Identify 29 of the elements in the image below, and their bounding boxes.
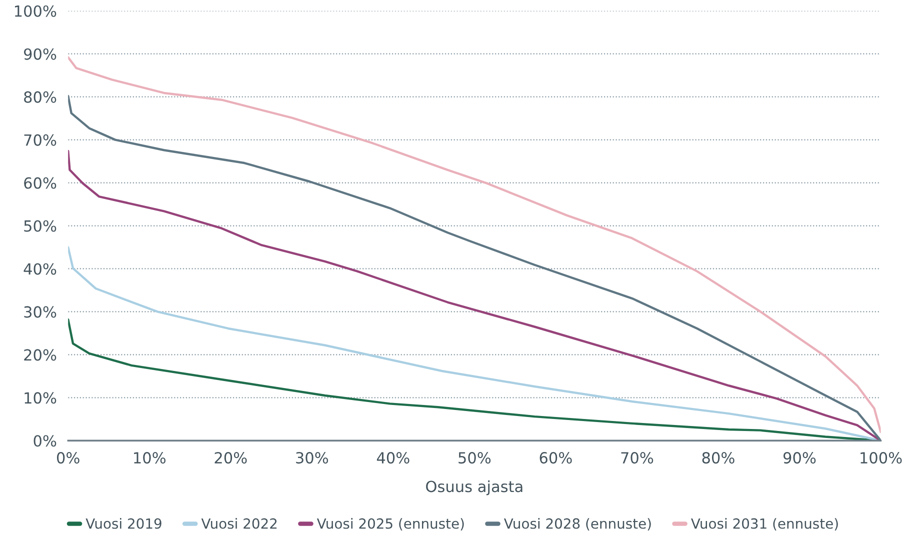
- x-tick-label: 0%: [56, 452, 80, 464]
- y-tick-label: 100%: [14, 5, 56, 17]
- x-tick-label: 10%: [134, 452, 166, 464]
- x-tick-label: 50%: [458, 452, 491, 464]
- x-tick-label: 40%: [376, 452, 410, 464]
- legend-label: Vuosi 2025 (ennuste): [316, 518, 464, 530]
- legend-label: Vuosi 2031 (ennuste): [691, 518, 838, 530]
- x-tick-label: 20%: [214, 452, 247, 464]
- line-series: [68, 150, 881, 441]
- y-tick-label: 80%: [24, 91, 56, 103]
- y-tick-label: 20%: [24, 349, 56, 361]
- legend-label: Vuosi 2028 (ennuste): [504, 518, 651, 530]
- y-tick-label: 10%: [24, 392, 56, 404]
- x-tick-label: 60%: [540, 452, 572, 464]
- x-tick-label: 30%: [296, 452, 328, 464]
- legend-label: Vuosi 2022: [201, 518, 277, 529]
- y-tick-label: 30%: [24, 306, 56, 318]
- y-tick-label: 40%: [24, 263, 56, 275]
- y-tick-label: 60%: [24, 177, 56, 189]
- legend-label: Vuosi 2019: [86, 518, 162, 529]
- x-tick-label: 90%: [783, 452, 816, 464]
- y-tick-label: 90%: [24, 48, 56, 60]
- x-axis-title: Osuus ajasta: [426, 480, 522, 496]
- y-tick-label: 50%: [24, 220, 56, 232]
- y-tick-label: 0%: [34, 435, 56, 447]
- x-tick-label: 80%: [702, 452, 734, 464]
- y-tick-label: 70%: [24, 134, 56, 146]
- x-tick-label: 70%: [621, 452, 654, 464]
- x-tick-label: 100%: [860, 452, 902, 464]
